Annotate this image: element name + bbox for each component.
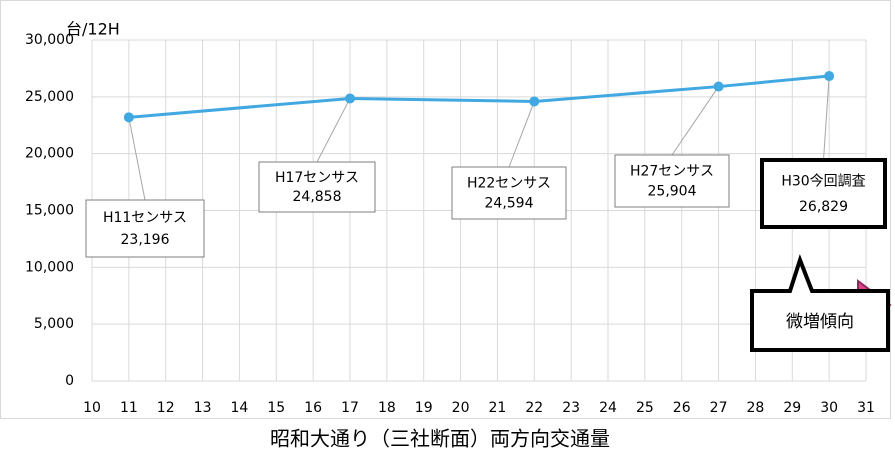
annotation-callout (750, 254, 890, 352)
x-tick-label: 29 (783, 400, 801, 416)
y-tick-label: 10,000 (25, 259, 74, 275)
x-tick-label: 31 (857, 400, 875, 416)
x-tick-label: 16 (304, 400, 322, 416)
callout-box (614, 154, 730, 208)
data-label: 26,829 (799, 199, 848, 215)
point-label: H27センサス (630, 164, 714, 180)
x-tick-label: 15 (267, 400, 285, 416)
x-tick-label: 25 (636, 400, 654, 416)
annotation: 微増傾向 (786, 312, 854, 332)
x-tick-label: 17 (341, 400, 359, 416)
data-label: 24,594 (485, 195, 534, 211)
y-tick-label: 5,000 (34, 316, 74, 332)
data-point (345, 93, 355, 104)
x-tick-label: 12 (157, 400, 175, 416)
callout-box (258, 161, 376, 213)
leader-line (508, 101, 535, 168)
chart-title: 昭和大通り（三社断面）両方向交通量 (270, 427, 610, 451)
x-tick-label: 11 (120, 400, 138, 416)
leader-line (823, 76, 830, 161)
leader-line (671, 86, 719, 156)
x-tick-label: 14 (231, 400, 249, 416)
point-label: H11センサス (103, 210, 187, 226)
point-label: H30今回調査 (781, 173, 865, 189)
data-point (713, 81, 724, 92)
y-tick-label: 0 (65, 373, 74, 389)
x-tick-label: 22 (525, 400, 543, 416)
x-tick-label: 28 (747, 400, 765, 416)
data-label: 23,196 (121, 232, 170, 248)
x-tick-label: 19 (415, 400, 433, 416)
x-tick-label: 13 (194, 400, 212, 416)
x-tick-label: 23 (562, 400, 580, 416)
leader-line (128, 117, 146, 201)
point-label: H22センサス (467, 176, 551, 192)
x-tick-label: 18 (378, 400, 396, 416)
callout-box (760, 158, 887, 229)
data-label: 24,858 (293, 189, 342, 205)
x-tick-label: 20 (452, 400, 470, 416)
data-label: 25,904 (648, 183, 697, 199)
data-point (123, 112, 134, 123)
y-tick-label: 25,000 (25, 89, 74, 105)
x-tick-label: 10 (83, 400, 101, 416)
data-point (529, 96, 540, 107)
leader-line (316, 98, 351, 163)
x-tick-label: 26 (673, 400, 691, 416)
data-point (824, 71, 835, 82)
callout-box (85, 199, 205, 258)
x-tick-label: 27 (710, 400, 728, 416)
x-tick-label: 30 (820, 400, 838, 416)
x-tick-label: 24 (599, 400, 617, 416)
point-label: H17センサス (275, 170, 359, 186)
y-tick-label: 30,000 (25, 32, 74, 48)
y-unit-label: 台/12H (66, 20, 120, 39)
x-tick-label: 21 (489, 400, 507, 416)
callout-box (451, 166, 567, 220)
y-tick-label: 20,000 (25, 146, 74, 162)
y-tick-label: 15,000 (25, 203, 74, 219)
